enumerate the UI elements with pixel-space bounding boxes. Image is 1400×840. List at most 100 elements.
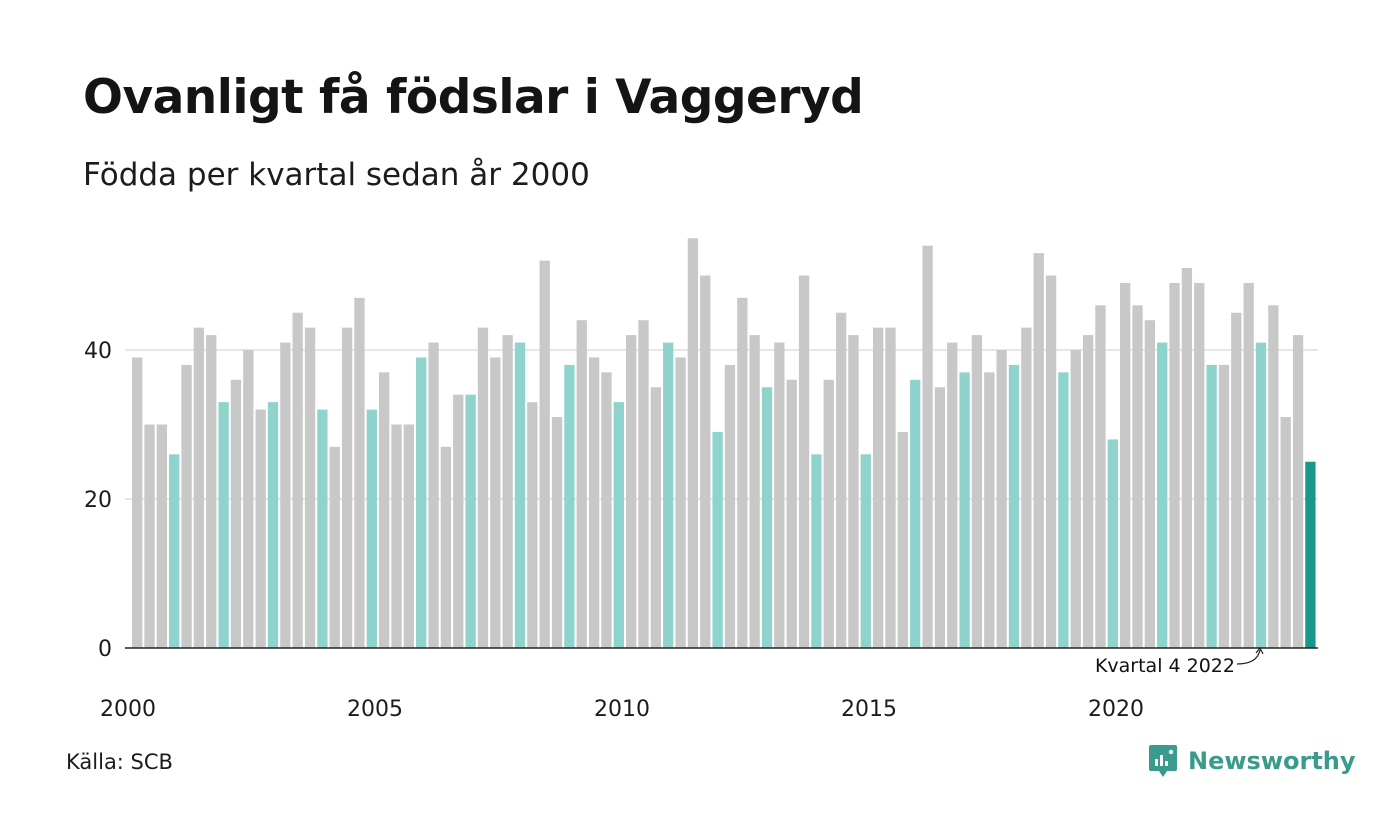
x-axis-ticks: 2000 2005 2010 2015 2020 (100, 697, 1144, 722)
bar (897, 431, 908, 648)
source-label: Källa: SCB (66, 750, 173, 774)
bar (774, 342, 785, 648)
bar (1243, 282, 1254, 648)
bar (811, 454, 822, 648)
bar (1292, 335, 1304, 648)
bar (675, 357, 686, 648)
y-axis-ticks: 0 20 40 (84, 339, 112, 662)
bar (527, 402, 538, 648)
bar (551, 417, 563, 648)
bar (761, 387, 773, 648)
bar (1095, 305, 1106, 648)
bar (379, 372, 390, 648)
bar (453, 394, 464, 648)
bar (354, 297, 365, 648)
bar (1218, 364, 1230, 648)
bar (267, 402, 279, 648)
y-tick-label: 40 (84, 339, 112, 364)
bar (514, 342, 526, 648)
bar (1033, 253, 1044, 648)
bar (564, 364, 575, 648)
bar (724, 364, 736, 648)
bar (1045, 275, 1057, 648)
bar (687, 238, 699, 648)
bar (885, 327, 896, 648)
bar (132, 357, 143, 648)
bar (1107, 439, 1118, 648)
bar (984, 372, 995, 648)
bar (1231, 312, 1242, 648)
bar (613, 402, 624, 648)
y-tick-label: 0 (98, 637, 112, 662)
bar (1157, 342, 1168, 648)
annotation-arrow (1236, 649, 1261, 665)
bar (576, 320, 587, 648)
bar (341, 327, 353, 648)
bar (1132, 305, 1143, 648)
bar (971, 335, 983, 648)
x-tick-label: 2000 (100, 697, 156, 722)
bar (1021, 327, 1032, 648)
chart-bubble-icon (1149, 745, 1177, 777)
bar (169, 454, 180, 648)
bar (996, 350, 1007, 648)
bar (1268, 305, 1279, 648)
bar (329, 446, 340, 648)
bar (465, 394, 476, 648)
bar (1181, 268, 1193, 648)
bar (1194, 282, 1205, 648)
bar (1255, 342, 1267, 648)
bar (317, 409, 328, 648)
bar (218, 402, 229, 648)
bar (934, 387, 946, 648)
bar (638, 320, 649, 648)
bar (873, 327, 884, 648)
bar (1070, 350, 1081, 648)
bar (959, 372, 970, 648)
bar (1206, 364, 1217, 648)
bar (1280, 417, 1291, 648)
bar (663, 342, 674, 648)
brand-name: Newsworthy (1188, 747, 1356, 775)
bar (280, 342, 291, 648)
bar (502, 335, 513, 648)
bar (144, 424, 155, 648)
annotation-arrowhead (1255, 646, 1264, 655)
bar (243, 350, 254, 648)
bar (786, 379, 797, 648)
bar (490, 357, 501, 648)
x-tick-label: 2020 (1088, 697, 1144, 722)
x-tick-label: 2005 (347, 697, 403, 722)
bar (910, 379, 921, 648)
bars (132, 238, 1316, 648)
bar (848, 335, 859, 648)
bar (1008, 364, 1020, 648)
brand-logo: Newsworthy (1148, 743, 1356, 779)
bar (823, 379, 834, 648)
bar (181, 364, 192, 648)
bar (712, 431, 723, 648)
bar (428, 342, 439, 648)
bar (835, 312, 847, 648)
x-tick-label: 2015 (841, 697, 897, 722)
bar (255, 409, 266, 648)
bar (440, 446, 452, 648)
bar (737, 297, 748, 648)
bar (749, 335, 760, 648)
bar (366, 409, 377, 648)
bar (947, 342, 958, 648)
bar (650, 387, 661, 648)
bar (403, 424, 414, 648)
bar (1144, 320, 1155, 648)
bar (206, 335, 217, 648)
x-tick-label: 2010 (594, 697, 650, 722)
bar (601, 372, 612, 648)
bar (230, 379, 242, 648)
bar (798, 275, 810, 648)
bar (416, 357, 427, 648)
bar (1305, 461, 1316, 648)
bar (391, 424, 402, 648)
y-tick-label: 20 (84, 488, 112, 513)
bar (626, 335, 637, 648)
